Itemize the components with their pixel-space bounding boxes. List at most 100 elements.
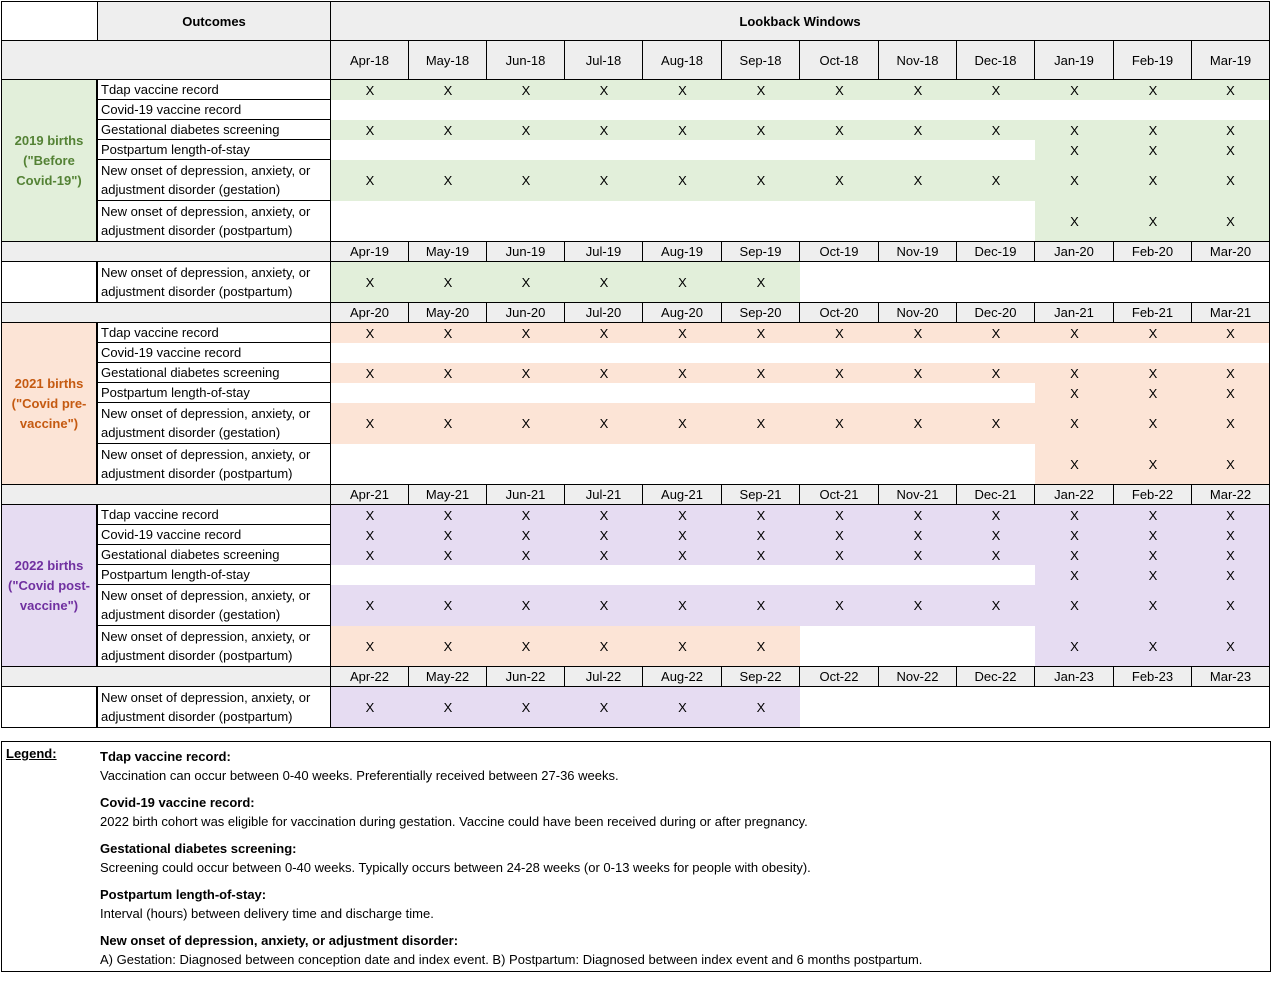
month-header-cell: Mar-22 bbox=[1192, 485, 1270, 505]
x-mark: X bbox=[487, 585, 565, 626]
month-header-cell: Sep-21 bbox=[722, 485, 800, 505]
x-mark: X bbox=[331, 585, 409, 626]
empty-cell bbox=[800, 343, 879, 363]
section-divider bbox=[331, 666, 1270, 667]
x-mark: X bbox=[331, 505, 409, 525]
x-mark: X bbox=[1192, 80, 1270, 100]
x-mark: X bbox=[409, 120, 487, 140]
empty-cell bbox=[1035, 262, 1114, 303]
x-mark: X bbox=[722, 525, 800, 545]
legend-definition: 2022 birth cohort was eligible for vacci… bbox=[100, 814, 808, 829]
outcome-label: Gestational diabetes screening bbox=[97, 120, 331, 140]
x-mark: X bbox=[957, 363, 1035, 383]
x-mark: X bbox=[331, 323, 409, 343]
empty-cell bbox=[1114, 262, 1192, 303]
empty-cell bbox=[565, 383, 643, 403]
empty-cell bbox=[879, 262, 957, 303]
empty-cell bbox=[1192, 262, 1270, 303]
x-mark: X bbox=[643, 160, 722, 201]
x-mark: X bbox=[643, 363, 722, 383]
x-mark: X bbox=[565, 545, 643, 565]
month-header-cell: Feb-19 bbox=[1114, 41, 1192, 80]
x-mark: X bbox=[331, 545, 409, 565]
month-header-cell: Jun-18 bbox=[487, 41, 565, 80]
month-header-cell: Dec-19 bbox=[957, 242, 1035, 262]
x-mark: X bbox=[331, 525, 409, 545]
empty-cell bbox=[879, 565, 957, 585]
x-mark: X bbox=[1192, 565, 1270, 585]
lookback-table: Outcomes Lookback Windows Apr-18 May-18 Jun-… bbox=[1, 1, 1270, 728]
month-header-cell: Nov-22 bbox=[879, 667, 957, 687]
empty-cell bbox=[409, 383, 487, 403]
empty-cell bbox=[879, 444, 957, 485]
month-header-cell: Sep-18 bbox=[722, 41, 800, 80]
legend-box: Legend: Tdap vaccine record: Vaccination … bbox=[1, 741, 1271, 972]
empty-cell bbox=[331, 444, 409, 485]
outcome-label: Gestational diabetes screening bbox=[97, 545, 331, 565]
x-mark: X bbox=[409, 80, 487, 100]
outcome-label: New onset of depression, anxiety, or adj… bbox=[97, 626, 331, 667]
x-mark: X bbox=[957, 545, 1035, 565]
month-header-cell: Apr-19 bbox=[331, 242, 409, 262]
x-mark: X bbox=[879, 403, 957, 444]
empty-cell bbox=[409, 565, 487, 585]
x-mark: X bbox=[643, 120, 722, 140]
empty-cell bbox=[1114, 100, 1192, 120]
x-mark: X bbox=[957, 525, 1035, 545]
month-header-cell: Jul-19 bbox=[565, 242, 643, 262]
x-mark: X bbox=[879, 363, 957, 383]
empty-cell bbox=[1035, 687, 1114, 728]
x-mark: X bbox=[409, 585, 487, 626]
month-header-cell: Feb-22 bbox=[1114, 485, 1192, 505]
x-mark: X bbox=[1114, 363, 1192, 383]
month-header-cell: Aug-21 bbox=[643, 485, 722, 505]
x-mark: X bbox=[331, 160, 409, 201]
empty-cell bbox=[957, 343, 1035, 363]
legend-entry: Postpartum length-of-stay: Interval (hour… bbox=[100, 885, 434, 923]
x-mark: X bbox=[879, 505, 957, 525]
x-mark: X bbox=[487, 626, 565, 667]
empty-cell bbox=[800, 565, 879, 585]
outcome-label: Postpartum length-of-stay bbox=[97, 140, 331, 160]
empty-cell bbox=[800, 201, 879, 242]
outcome-label: Covid-19 vaccine record bbox=[97, 525, 331, 545]
x-mark: X bbox=[1035, 585, 1114, 626]
empty-cell bbox=[722, 343, 800, 363]
x-mark: X bbox=[409, 403, 487, 444]
month-header-cell: Jul-18 bbox=[565, 41, 643, 80]
month-header-cell: May-18 bbox=[409, 41, 487, 80]
x-mark: X bbox=[565, 403, 643, 444]
month-header-cell: Apr-18 bbox=[331, 41, 409, 80]
legend-term: Postpartum length-of-stay: bbox=[100, 887, 267, 902]
month-header-cell: Jul-21 bbox=[565, 485, 643, 505]
x-mark: X bbox=[409, 545, 487, 565]
x-mark: X bbox=[1035, 403, 1114, 444]
month-header-cell: Sep-19 bbox=[722, 242, 800, 262]
empty-cell bbox=[565, 201, 643, 242]
month-header-cell: Aug-18 bbox=[643, 41, 722, 80]
x-mark: X bbox=[1114, 585, 1192, 626]
month-header-cell: Apr-22 bbox=[331, 667, 409, 687]
month-header-cell: Mar-20 bbox=[1192, 242, 1270, 262]
empty-cell bbox=[331, 201, 409, 242]
x-mark: X bbox=[1114, 403, 1192, 444]
empty-cell bbox=[1114, 343, 1192, 363]
outcome-label: New onset of depression, anxiety, or adj… bbox=[97, 444, 331, 485]
x-mark: X bbox=[1035, 140, 1114, 160]
month-header-cell: Feb-21 bbox=[1114, 303, 1192, 323]
empty-cell bbox=[957, 687, 1035, 728]
x-mark: X bbox=[879, 160, 957, 201]
x-mark: X bbox=[565, 262, 643, 303]
month-header-cell: Nov-20 bbox=[879, 303, 957, 323]
month-header-cell: Jul-20 bbox=[565, 303, 643, 323]
empty-cell bbox=[565, 343, 643, 363]
x-mark: X bbox=[1192, 201, 1270, 242]
outcome-label: Tdap vaccine record bbox=[97, 80, 331, 100]
x-mark: X bbox=[800, 505, 879, 525]
empty-cell bbox=[879, 201, 957, 242]
month-header-cell: Oct-19 bbox=[800, 242, 879, 262]
x-mark: X bbox=[1114, 383, 1192, 403]
corner-cell bbox=[1, 1, 97, 41]
month-header-cell: Jun-19 bbox=[487, 242, 565, 262]
x-mark: X bbox=[800, 160, 879, 201]
